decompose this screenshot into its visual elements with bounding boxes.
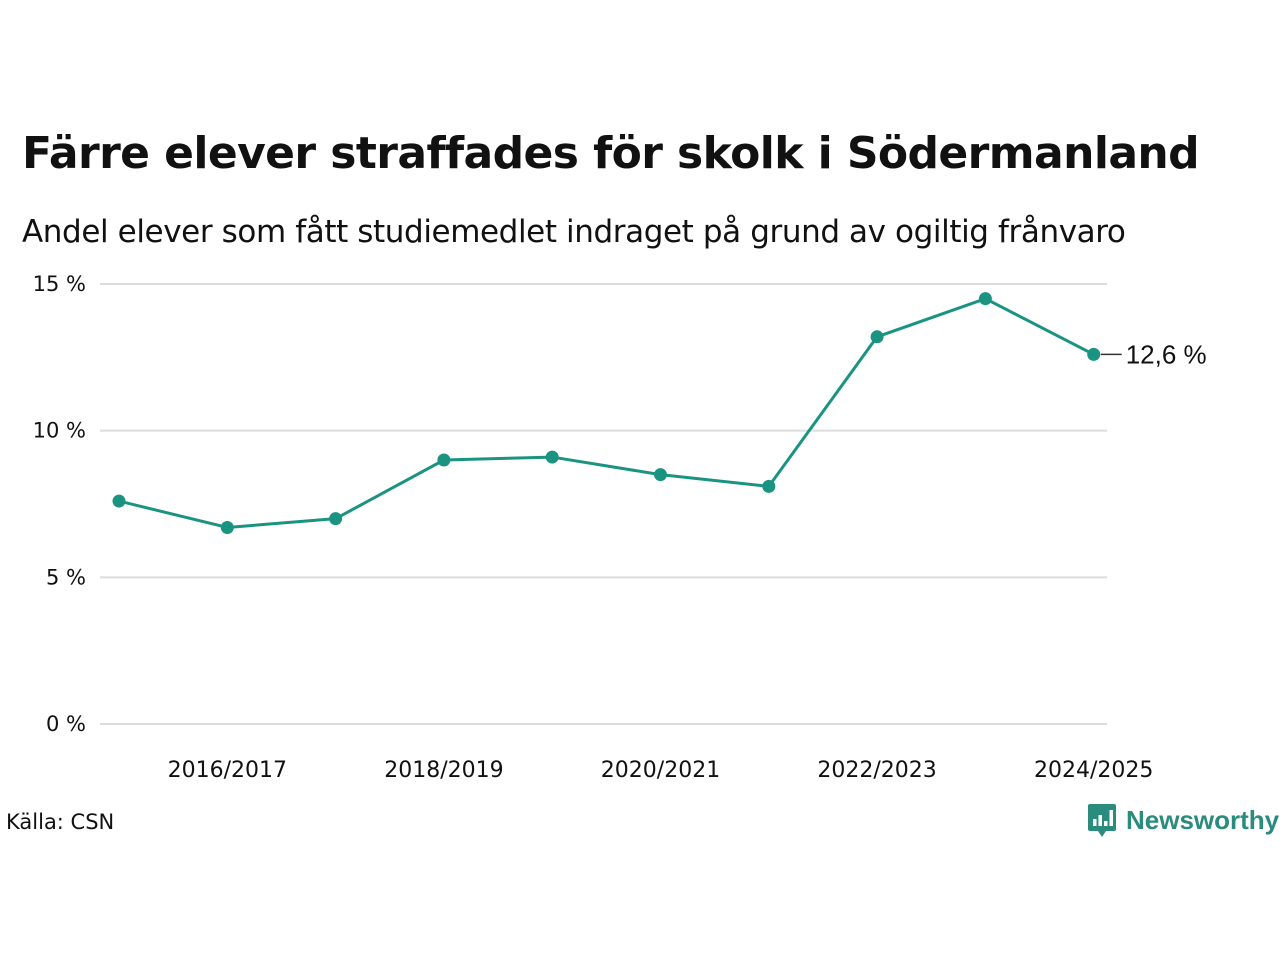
- x-tick-label: 2016/2017: [168, 758, 287, 783]
- data-point: [654, 468, 667, 482]
- data-point: [112, 494, 126, 508]
- chart-title: Färre elever straffades för skolk i Söde…: [22, 128, 1200, 179]
- source-note: Källa: CSN: [6, 810, 115, 834]
- end-label-group: 12,6 %: [1100, 339, 1207, 369]
- series: [112, 292, 1101, 534]
- x-axis-ticks: 2016/2017 2018/2019 2020/2021 2022/2023 2024…: [168, 758, 1154, 783]
- x-tick-label: 2018/2019: [384, 758, 503, 783]
- chart-subtitle: Andel elever som fått studiemedlet indra…: [22, 214, 1126, 250]
- data-point: [220, 520, 234, 534]
- data-point: [978, 292, 992, 306]
- y-tick-label: 5 %: [46, 565, 86, 589]
- data-point: [437, 453, 451, 467]
- x-tick-label: 2022/2023: [817, 758, 936, 783]
- data-point: [545, 450, 559, 464]
- gridlines: [100, 283, 1107, 725]
- y-tick-label: 10 %: [33, 419, 86, 443]
- x-tick-label: 2024/2025: [1034, 758, 1153, 783]
- brand-name: Newsworthy: [1126, 804, 1280, 835]
- line-chart: 0 % 5 % 10 % 15 % 2016/2017 2018/2019 2020/20…: [33, 272, 1207, 783]
- data-point: [1087, 347, 1101, 361]
- brand-logo: Newsworthy: [1087, 802, 1279, 838]
- data-point: [329, 512, 343, 526]
- data-point: [762, 479, 776, 493]
- data-point: [870, 330, 884, 344]
- y-tick-label: 0 %: [46, 712, 86, 736]
- series-line: [118, 297, 1095, 529]
- y-tick-label: 15 %: [33, 272, 86, 296]
- y-axis-ticks: 0 % 5 % 10 % 15 %: [33, 272, 86, 736]
- newsworthy-logo-icon: [1088, 804, 1116, 837]
- end-value-label: 12,6 %: [1126, 339, 1207, 369]
- x-tick-label: 2020/2021: [601, 758, 720, 783]
